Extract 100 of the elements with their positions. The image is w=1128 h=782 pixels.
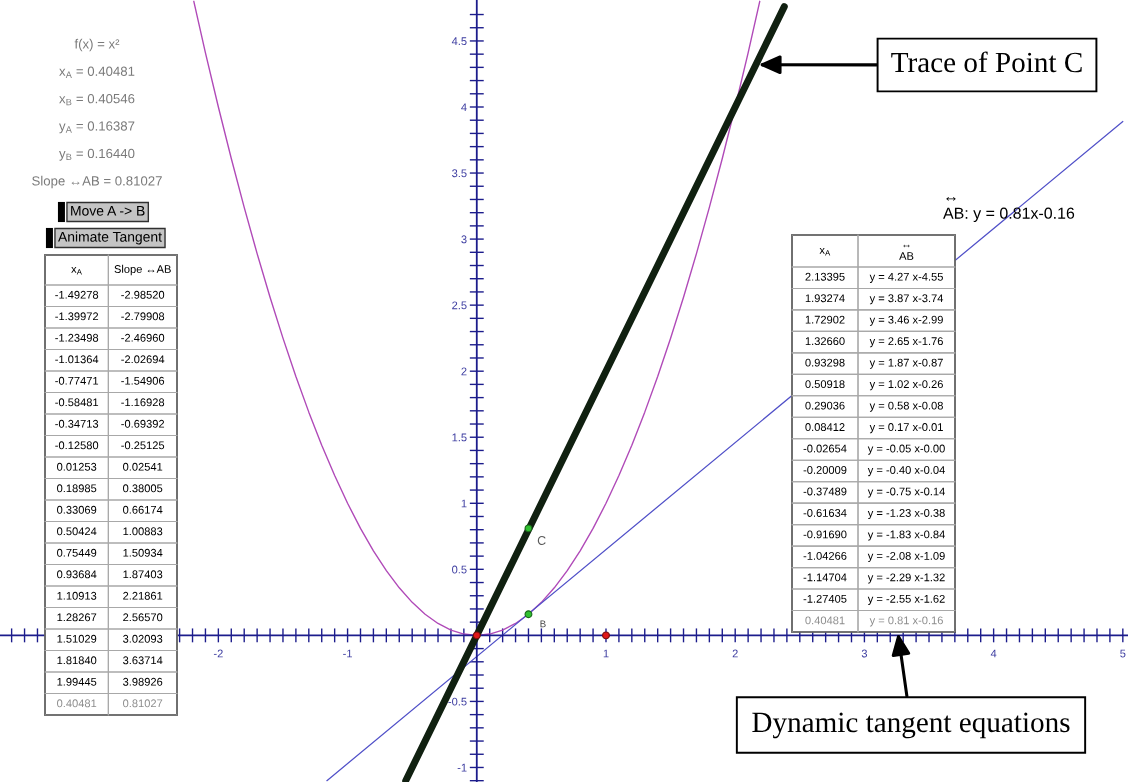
annotation: 1.99445 <box>57 677 97 686</box>
annotation: -1.27405 <box>803 594 847 603</box>
annotation: 1.51029 <box>57 634 97 643</box>
annotation: Slope ↔AB = 0.81027 <box>32 175 162 189</box>
annotation: -1.49278 <box>55 290 99 299</box>
annotation: -1.14704 <box>803 573 847 582</box>
annotation: -1.04266 <box>803 551 847 560</box>
annotation: 0.08412 <box>805 423 845 431</box>
point <box>472 631 481 640</box>
x-tick-label: -2 <box>213 649 223 658</box>
annotation: Animate Tangent <box>58 231 162 245</box>
annotation: -0.69392 <box>121 419 165 428</box>
y-tick-label: 1 <box>461 499 467 508</box>
annotation: 0.50424 <box>57 527 97 536</box>
annotation: 0.66174 <box>123 505 163 514</box>
y-tick-label: 4.5 <box>451 37 467 46</box>
annotation: y$_{A}$ = 0.16387 <box>59 121 135 134</box>
annotation: y = -0.75 x-0.14 <box>867 487 945 498</box>
annotation: -0.91690 <box>803 530 847 539</box>
y-tick-label: 3 <box>461 235 467 244</box>
annotation: 1.87403 <box>123 570 163 579</box>
annotation: 0.01253 <box>57 462 97 471</box>
annotation: 1.28267 <box>57 613 97 622</box>
annotation: y = 1.87 x-0.87 <box>869 358 943 369</box>
annotation: 0.29036 <box>805 401 845 410</box>
annotation: y = -2.08 x-1.09 <box>867 551 945 563</box>
annotation: y = 0.58 x-0.08 <box>869 401 943 412</box>
annotation: y = -1.23 x-0.38 <box>867 509 945 520</box>
annotation: -2.46960 <box>121 333 165 342</box>
annotation: -0.02654 <box>803 444 847 453</box>
x-tick-label: -1 <box>343 649 352 658</box>
annotation: y = 4.27 x-4.55 <box>869 272 943 283</box>
y-tick-label: -0.5 <box>448 697 467 706</box>
y-tick-label: 0.5 <box>452 565 467 574</box>
annotation: -1.54906 <box>121 376 165 385</box>
annotation: -1.16928 <box>121 398 165 407</box>
annotation: 2.56570 <box>123 613 163 622</box>
annotation: 0.50918 <box>805 380 845 389</box>
annotation: 0.93684 <box>57 570 97 579</box>
annotation: -0.58481 <box>55 398 99 407</box>
point <box>524 610 533 619</box>
annotation: y = -0.40 x-0.04 <box>867 466 945 477</box>
annotation: Trace of Point C <box>891 51 1082 73</box>
annotation: y = 2.65 x-1.76 <box>869 337 943 348</box>
annotation: y = 1.02 x-0.26 <box>869 380 943 391</box>
y-tick-label: 2 <box>461 367 467 376</box>
annotation: 1.93274 <box>805 294 845 303</box>
annotation: 1.32660 <box>805 337 845 346</box>
annotation: x$_{A}$ = 0.40481 <box>59 66 135 78</box>
annotation: y = -2.29 x-1.32 <box>867 573 945 584</box>
annotation: 1.81840 <box>57 656 97 665</box>
annotation: y = -0.05 x-0.00 <box>867 444 945 455</box>
point <box>524 524 533 533</box>
x-tick-label: 2 <box>732 649 738 658</box>
annotation: 0.93298 <box>805 358 845 367</box>
annotation: 3.02093 <box>123 634 163 643</box>
annotation: 3.63714 <box>123 656 163 665</box>
annotation: 2.13395 <box>805 272 845 281</box>
category-label: ↔ AB <box>899 244 914 260</box>
annotation: 0.75449 <box>57 548 97 557</box>
annotation: y = 3.87 x-3.74 <box>869 294 944 305</box>
annotation: -1.01364 <box>55 355 99 364</box>
category-label: x$_{A}$ <box>71 266 82 275</box>
annotation: -0.61634 <box>803 509 847 517</box>
annotation: y = 0.17 x-0.01 <box>869 423 943 434</box>
y-tick-label: 2.5 <box>452 301 467 310</box>
annotation: -0.20009 <box>803 466 847 474</box>
annotation: -2.98520 <box>121 290 165 299</box>
annotation: -0.25125 <box>121 441 165 450</box>
point <box>602 631 610 640</box>
annotation: 0.02541 <box>123 462 163 471</box>
annotation: y$_{B}$ = 0.16440 <box>59 148 135 161</box>
annotation: -0.34713 <box>55 419 99 428</box>
annotation: 1.00883 <box>123 527 163 536</box>
category-label: Slope ↔AB <box>114 264 171 276</box>
annotation: -1.23498 <box>55 333 99 342</box>
annotation: 0.81027 <box>123 699 163 708</box>
annotation: x$_{B}$ = 0.40546 <box>59 93 135 106</box>
category-label: x$_{A}$ <box>819 247 831 256</box>
x-tick-label: 3 <box>861 649 868 658</box>
annotation: -0.37489 <box>803 487 847 496</box>
annotation: 1.10913 <box>57 591 97 600</box>
annotation: y = 3.46 x-2.99 <box>869 315 943 326</box>
annotation: 2.21861 <box>123 591 163 600</box>
annotation: B <box>540 620 546 628</box>
annotation: -0.77471 <box>55 376 99 385</box>
annotation: Move A -> B <box>71 206 145 216</box>
annotation: y = 0.81 x-0.16 <box>869 616 943 627</box>
y-tick-label: 1.5 <box>452 433 467 442</box>
y-tick-label: -1 <box>457 763 467 772</box>
x-tick-label: 4 <box>990 649 997 658</box>
annotation: 0.33069 <box>57 505 97 514</box>
y-tick-label: 3.5 <box>452 169 467 178</box>
annotation: 3.98926 <box>123 677 163 686</box>
annotation: -2.79908 <box>121 312 165 321</box>
annotation: y = -2.55 x-1.62 <box>867 594 945 605</box>
x-tick-label: 1 <box>603 649 609 658</box>
annotation: -1.39972 <box>55 312 99 321</box>
annotation: y = -1.83 x-0.84 <box>867 530 945 541</box>
y-tick-label: 4 <box>461 103 467 112</box>
